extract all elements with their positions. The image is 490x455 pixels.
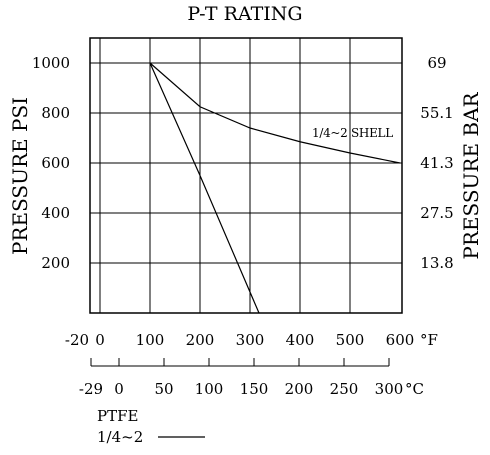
y-tick-label-bar: 13.8 <box>420 254 453 272</box>
y-tick-label-psi: 400 <box>41 204 70 222</box>
legend-title: PTFE <box>97 407 138 425</box>
series-line-1 <box>149 62 401 164</box>
y-axis-label-bar: PRESSURE BAR <box>459 91 483 259</box>
y-tick-label-psi: 800 <box>41 104 70 122</box>
x-unit-f: °F <box>420 331 438 349</box>
y-tick-label-bar: 69 <box>427 54 446 72</box>
series-annotation: 1/4~2 SHELL <box>312 126 393 140</box>
x-tick-label-f: 300 <box>236 331 265 349</box>
plot-frame <box>89 37 403 314</box>
tick-labels: 200 400 600 800 1000 13.8 27.5 41.3 55.1 69 -20 0 10… <box>32 54 454 349</box>
x-tick-label-f: 400 <box>286 331 315 349</box>
y-axis-label-psi: PRESSURE PSI <box>8 97 32 255</box>
x-tick-label-c: 200 <box>285 380 314 398</box>
x-tick-label-f: 500 <box>336 331 365 349</box>
grid <box>90 38 402 313</box>
legend: PTFE 1/4~2 <box>97 407 205 446</box>
y-tick-label-bar: 27.5 <box>420 204 453 222</box>
x-tick-label-f: 200 <box>186 331 215 349</box>
x-tick-label-f: 0 <box>95 331 105 349</box>
y-tick-label-bar: 41.3 <box>420 154 453 172</box>
y-tick-label-psi: 200 <box>41 254 70 272</box>
x-tick-label-c: 150 <box>240 380 269 398</box>
x-tick-label-f: 100 <box>136 331 165 349</box>
y-tick-label-bar: 55.1 <box>420 104 453 122</box>
x-tick-label-f: -20 <box>65 331 89 349</box>
x-tick-label-c: 0 <box>114 380 124 398</box>
legend-entry-label: 1/4~2 <box>97 428 143 446</box>
series-line-2 <box>149 62 260 314</box>
y-tick-label-psi: 600 <box>41 154 70 172</box>
x-tick-label-c: 100 <box>195 380 224 398</box>
x-tick-label-c: -29 <box>79 380 103 398</box>
x-tick-label-c: 50 <box>154 380 173 398</box>
x-unit-c: °C <box>405 380 424 398</box>
celsius-axis: -29 0 50 100 150 200 250 300 °C <box>79 358 424 398</box>
chart-title: P-T RATING <box>187 3 302 25</box>
x-tick-label-f: 600 <box>386 331 415 349</box>
y-tick-label-psi: 1000 <box>32 54 70 72</box>
x-tick-label-c: 300 <box>375 380 404 398</box>
x-tick-label-c: 250 <box>330 380 359 398</box>
series-layer: 1/4~2 SHELL <box>149 62 401 314</box>
